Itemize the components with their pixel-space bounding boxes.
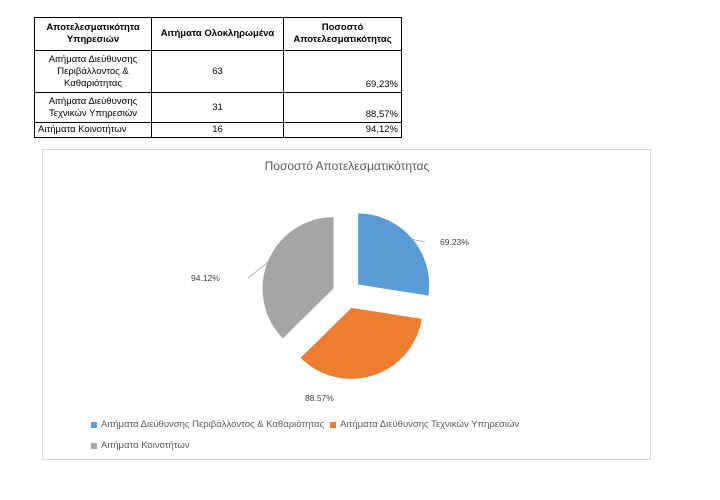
row-service-name: Αιτήματα Κοινοτήτων bbox=[34, 122, 152, 138]
header-services: Αποτελεσματικότητα Υπηρεσιών bbox=[34, 17, 152, 51]
legend-item: Αιτήματα Κοινοτήτων bbox=[91, 436, 190, 456]
row-efficiency: 94,12% bbox=[283, 122, 402, 138]
row-completed: 63 bbox=[151, 50, 284, 93]
header-efficiency: Ποσοστό Αποτελεσματικότητας bbox=[283, 17, 402, 51]
table-header-row: Αποτελεσματικότητα Υπηρεσιών Αιτήματα Ολ… bbox=[34, 17, 402, 51]
pie-slice bbox=[299, 306, 423, 380]
header-completed: Αιτήματα Ολοκληρωμένα bbox=[151, 17, 284, 51]
legend-item: Αιτήματα Διεύθυνσης Περιβάλλοντος & Καθα… bbox=[91, 415, 324, 435]
row-efficiency: 88,57% bbox=[283, 92, 402, 123]
legend-label: Αιτήματα Κοινοτήτων bbox=[101, 440, 190, 451]
table-row: Αιτήματα Διεύθυνσης Περιβάλλοντος & Καθα… bbox=[34, 50, 402, 93]
pie-data-label: 94.12% bbox=[191, 273, 220, 283]
legend-swatch bbox=[91, 422, 97, 428]
label-leader-line bbox=[247, 260, 270, 279]
legend-item: Αιτήματα Διεύθυνσης Τεχνικών Υπηρεσιών bbox=[330, 415, 519, 435]
table-row: Αιτήματα Κοινοτήτων 16 94,12% bbox=[34, 122, 402, 138]
efficiency-table: Αποτελεσματικότητα Υπηρεσιών Αιτήματα Ολ… bbox=[34, 17, 402, 138]
legend-swatch bbox=[91, 443, 97, 449]
pie-slice bbox=[357, 212, 431, 297]
chart-legend: Αιτήματα Διεύθυνσης Περιβάλλοντος & Καθα… bbox=[91, 415, 631, 457]
pie-slice bbox=[261, 216, 335, 340]
row-efficiency: 69,23% bbox=[283, 50, 402, 93]
row-completed: 31 bbox=[151, 92, 284, 123]
legend-swatch bbox=[330, 422, 337, 428]
table-row: Αιτήματα Διεύθυνσης Τεχνικών Υπηρεσιών 3… bbox=[34, 92, 402, 123]
efficiency-pie-chart: Ποσοστό Αποτελεσματικότητας 69.23% 88.57%… bbox=[42, 149, 651, 460]
legend-label: Αιτήματα Διεύθυνσης Περιβάλλοντος & Καθα… bbox=[101, 419, 325, 430]
row-service-name: Αιτήματα Διεύθυνσης Τεχνικών Υπηρεσιών bbox=[34, 92, 152, 123]
pie-data-label: 69.23% bbox=[440, 237, 469, 247]
pie-chart-svg: Ποσοστό Αποτελεσματικότητας 69.23% 88.57%… bbox=[191, 159, 469, 403]
pie-data-label: 88.57% bbox=[305, 393, 334, 403]
chart-title: Ποσοστό Αποτελεσματικότητας bbox=[265, 159, 430, 173]
row-service-name: Αιτήματα Διεύθυνσης Περιβάλλοντος & Καθα… bbox=[34, 50, 152, 93]
legend-label: Αιτήματα Διεύθυνσης Τεχνικών Υπηρεσιών bbox=[340, 419, 520, 430]
label-leader-line bbox=[411, 238, 426, 243]
row-completed: 16 bbox=[151, 122, 284, 138]
